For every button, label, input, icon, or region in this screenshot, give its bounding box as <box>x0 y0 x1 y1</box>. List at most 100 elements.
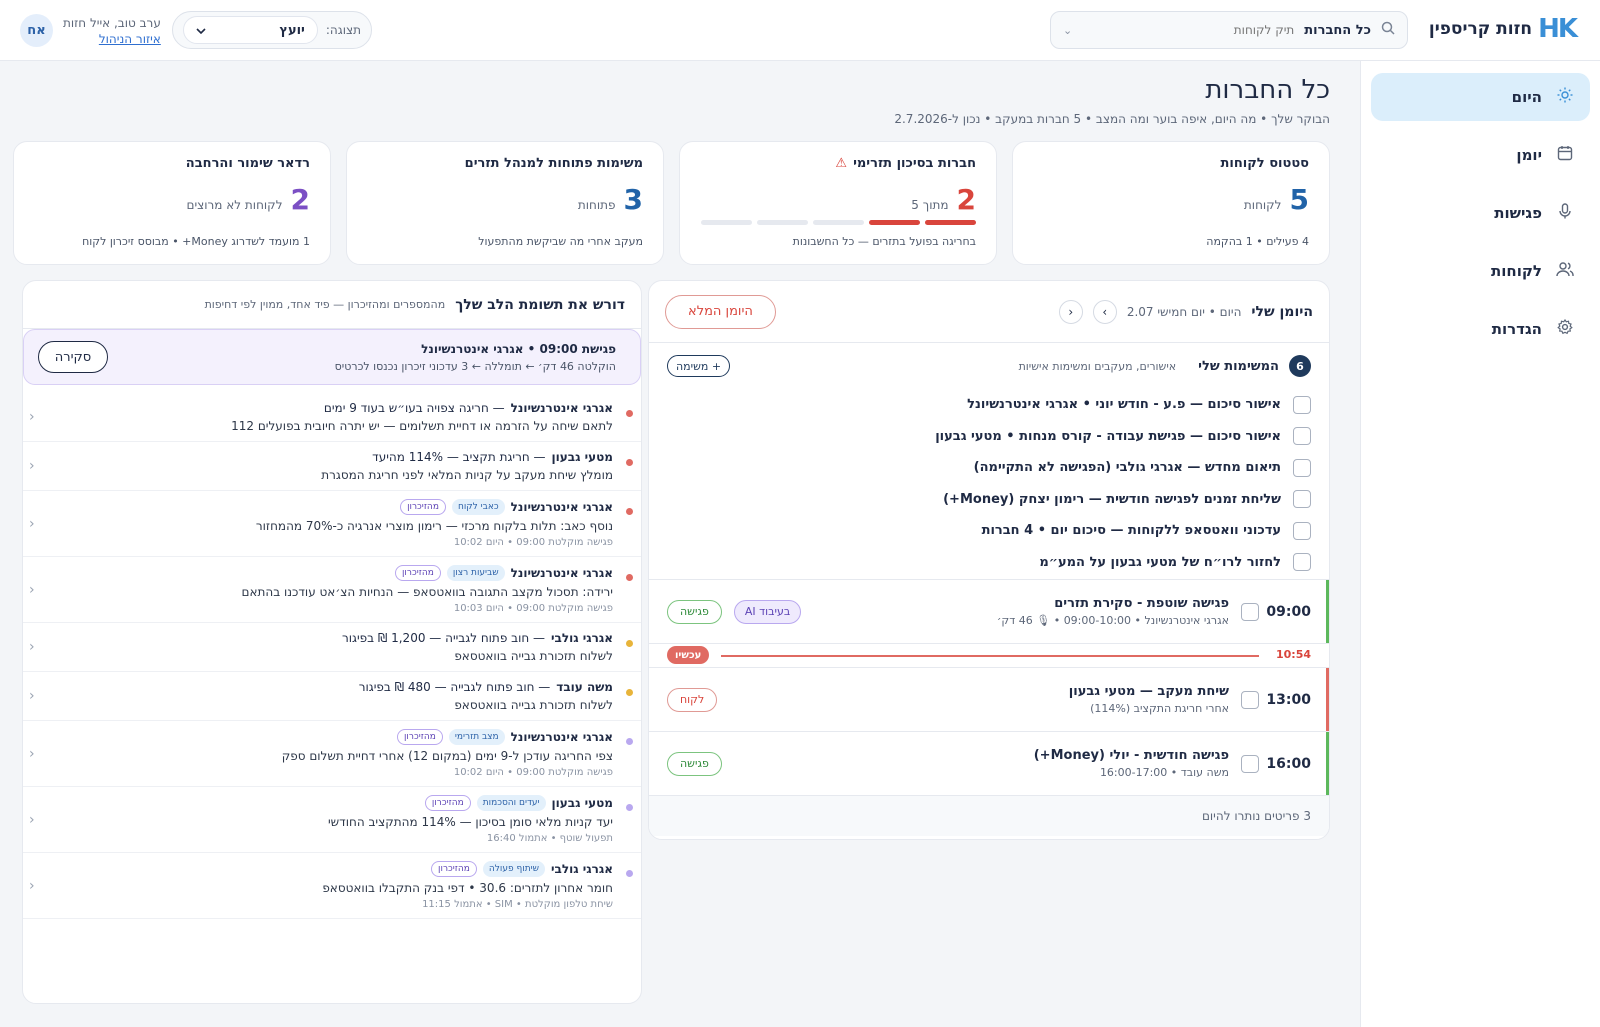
sidebar-item-today[interactable]: היום <box>1371 73 1590 121</box>
event-time: 16:00 <box>1266 755 1311 772</box>
chevron-down-icon[interactable]: ⌄ <box>1063 23 1073 37</box>
feed-meta: שיחת טלפון מוקלטת • SIM • אתמול 11:15 <box>422 899 613 910</box>
chevron-left-icon[interactable]: ‹ <box>29 877 35 894</box>
next-day-button[interactable]: ‹ <box>1058 299 1083 324</box>
task-checkbox[interactable] <box>1293 458 1311 477</box>
feed-title: — חוב פתוח לגבייה — 480 ₪ בפיגור <box>358 680 551 694</box>
diary-event[interactable]: 09:00 פגישה שוטפת - סקירת תזרים אגרגי אי… <box>649 580 1329 644</box>
feed-item[interactable]: אגרגי אינטרנשיונל כאבי לקוח מהזיכרון נוסף כ… <box>23 491 641 557</box>
feed-client-name: אגרגי אינטרנשיונל <box>510 401 613 415</box>
event-checkbox[interactable] <box>1241 602 1259 621</box>
ai-processing-badge: בעיבוד AI <box>733 599 802 624</box>
task-item: אישור סיכום — פגישת עבודה - קורס מנחות •… <box>667 421 1311 453</box>
stat-unit: לקוחות לא מרוצים <box>186 198 283 212</box>
sidebar-item-settings[interactable]: הגדרות <box>1371 305 1590 353</box>
stat-foot: בחריגה בפועל בתזרים — כל החשבונות <box>792 235 976 248</box>
chevron-left-icon[interactable]: ‹ <box>29 639 35 655</box>
event-checkbox[interactable] <box>1241 690 1259 709</box>
task-checkbox[interactable] <box>1293 427 1311 446</box>
attention-title: דורש את תשומת הלב שלך <box>455 296 625 313</box>
stat-title: סטטוס לקוחות <box>1220 156 1310 171</box>
avatar[interactable]: אח <box>20 14 53 47</box>
sidebar: היום יומן פגישות לקוחות הגדרות <box>1360 61 1600 1027</box>
chevron-left-icon[interactable]: ‹ <box>29 409 35 425</box>
chevron-left-icon[interactable]: ‹ <box>29 458 35 474</box>
admin-link[interactable]: איזור הניהול <box>98 31 161 46</box>
task-checkbox[interactable] <box>1293 553 1311 572</box>
task-checkbox[interactable] <box>1293 490 1311 509</box>
attention-header: דורש את תשומת הלב שלך מהמספרים ומהזיכרון… <box>23 281 641 329</box>
stat-title: רדאר שימור והרחבה <box>185 156 310 171</box>
company-search[interactable]: כל החברות ⌄ <box>1050 11 1408 49</box>
feed-item[interactable]: אגרגי גולבי שיתוף פעולה מהזיכרון חומר אחרון… <box>23 853 641 919</box>
event-title: פגישה חודשית - יולי (Money+) <box>1033 748 1229 763</box>
task-checkbox[interactable] <box>1293 521 1311 540</box>
now-indicator: 10:54 עכשיו <box>649 644 1329 668</box>
feed-body: נוסף כאב: תלות בלקוח מרכזי — רימון מוצרי… <box>255 519 613 533</box>
feed-body: יעד קניות מלאי סומן בסיכון — 114% מהתקצי… <box>327 815 613 829</box>
feed-client-name: אגרגי גולבי <box>551 631 613 645</box>
page-subtitle: הבוקר שלך • מה היום, איפה בוער ומה המצב … <box>894 112 1330 126</box>
stat-card-retention-radar[interactable]: רדאר שימור והרחבה 2 לקוחות לא מרוצים 1 מו… <box>13 141 331 265</box>
view-selector[interactable]: תצוגה: יועץ <box>172 11 372 49</box>
chevron-left-icon[interactable]: ‹ <box>29 581 35 598</box>
stat-unit: מתוך 5 <box>911 198 949 212</box>
risk-bar-segment <box>757 220 808 225</box>
chevron-left-icon[interactable]: ‹ <box>29 745 35 762</box>
priority-dot <box>626 689 633 696</box>
sidebar-item-meetings[interactable]: פגישות <box>1371 189 1590 237</box>
diary-event[interactable]: 16:00 פגישה חודשית - יולי (Money+) משה ע… <box>649 732 1329 796</box>
sidebar-item-label: יומן <box>1516 146 1542 164</box>
risk-bar-segment <box>813 220 864 225</box>
search-input[interactable] <box>1174 23 1295 37</box>
stat-card-open-tasks[interactable]: משימות פתוחות למנהל תזרים 3 פתוחות מעקב א… <box>346 141 664 265</box>
search-scope[interactable]: כל החברות <box>1304 22 1371 38</box>
task-item: אישור סיכום — פ.ע - חודש יוני • אגרגי אי… <box>667 389 1311 421</box>
feed-tag: מהזיכרון <box>431 861 477 877</box>
event-meta: משה עובד • 16:00-17:00 <box>1099 766 1229 779</box>
review-button[interactable]: סקירה <box>38 341 108 373</box>
sidebar-item-clients[interactable]: לקוחות <box>1371 247 1590 295</box>
stat-foot: 4 פעילים • 1 בהקמה <box>1206 235 1309 248</box>
prev-day-button[interactable]: › <box>1092 299 1117 324</box>
greeting: ערב טוב, אייל חזות <box>63 15 161 30</box>
diary-header: היומן שלי היום • יום חמישי 2.07 › ‹ היומ… <box>649 281 1329 343</box>
diary-title: היומן שלי <box>1251 303 1313 320</box>
feed-tag: מצב תזרימי <box>448 729 505 745</box>
feed-item[interactable]: אגרגי אינטרנשיונל — חריגה צפויה בעו״ש בעו… <box>23 393 641 442</box>
feed-client-name: מטעי גבעון <box>551 796 613 810</box>
view-dropdown[interactable]: יועץ <box>183 16 318 44</box>
event-type-tag: פגישה <box>667 599 722 624</box>
feed-item[interactable]: מטעי גבעון — חריגת תקציב — 114% מהיעד מומל… <box>23 442 641 491</box>
sidebar-item-label: היום <box>1511 88 1542 106</box>
stat-card-cashflow-risk[interactable]: חברות בסיכון תזרימי ⚠ 2 מתוך 5 בחריגה בפוע… <box>679 141 997 265</box>
feed-body: מומלץ שיחת מעקב על קניות המלאי לפני חריג… <box>321 468 613 482</box>
feed-item[interactable]: אגרגי גולבי — חוב פתוח לגבייה — 1,200 ₪ ב… <box>23 623 641 672</box>
now-line <box>721 655 1259 657</box>
event-meta: אחרי חריגת התקציב (114%) <box>1090 702 1229 715</box>
view-label: תצוגה: <box>325 23 361 37</box>
full-diary-button[interactable]: היומן המלא <box>665 294 776 329</box>
event-title: שיחת מעקב — מטעי גבעון <box>1068 684 1229 699</box>
task-item: תיאום מחדש — אגרגי גולבי (הפגישה לא התקי… <box>667 452 1311 484</box>
brand-logo[interactable]: HK חזות קריספין <box>1429 14 1578 44</box>
feed-item[interactable]: אגרגי אינטרנשיונל מצב תזרימי מהזיכרון צפי ה… <box>23 721 641 787</box>
feed-item[interactable]: מטעי גבעון יעדים והסכמות מהזיכרון יעד קניות… <box>23 787 641 853</box>
chevron-left-icon[interactable]: ‹ <box>29 515 35 532</box>
stat-card-client-status[interactable]: סטטוס לקוחות 5 לקוחות 4 פעילים • 1 בהקמה <box>1012 141 1330 265</box>
task-checkbox[interactable] <box>1293 395 1311 414</box>
add-task-button[interactable]: + משימה <box>667 355 731 377</box>
feed-meta: תפעול שוטף • אתמול 16:40 <box>486 833 613 844</box>
chevron-left-icon[interactable]: ‹ <box>29 688 35 704</box>
sidebar-item-diary[interactable]: יומן <box>1371 131 1590 179</box>
event-checkbox[interactable] <box>1241 754 1259 773</box>
feed-tag: שביעות רצון <box>446 565 505 581</box>
priority-dot <box>626 640 633 647</box>
feed-item[interactable]: אגרגי אינטרנשיונל שביעות רצון מהזיכרון יריד… <box>23 557 641 623</box>
diary-event[interactable]: 13:00 שיחת מעקב — מטעי גבעון אחרי חריגת … <box>649 668 1329 732</box>
feed-item[interactable]: משה עובד — חוב פתוח לגבייה — 480 ₪ בפיגור… <box>23 672 641 721</box>
stat-value: 2 <box>290 183 310 216</box>
gear-icon <box>1556 318 1574 339</box>
chevron-left-icon[interactable]: ‹ <box>29 811 35 828</box>
meeting-review-alert[interactable]: פגישת 09:00 • אגרגי אינטרנשיונל הוקלטה 4… <box>23 329 641 385</box>
